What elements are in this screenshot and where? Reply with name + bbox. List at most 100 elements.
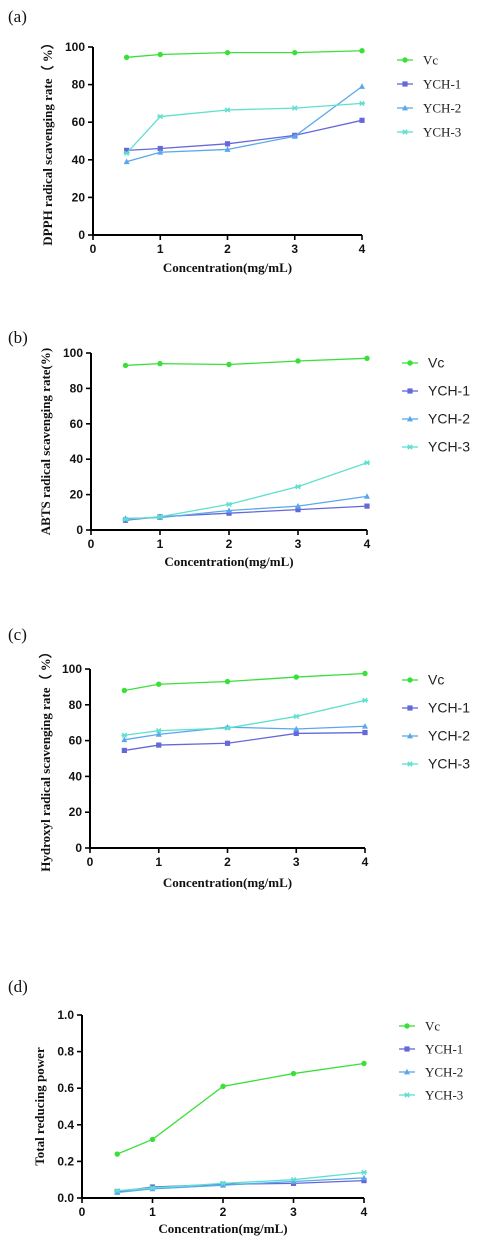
data-point-vc (220, 1083, 226, 1090)
x-tick-label: 0 (90, 242, 97, 256)
data-point-vc (123, 54, 130, 61)
data-point-ych-2 (123, 158, 130, 165)
chart-panel-a: (a) 0 20 40 60 80 100 0 1 2 3 4 Concentration(mg/mL)… (8, 7, 461, 275)
legend-label: YCH-3 (425, 1088, 463, 1103)
x-tick-label: 4 (359, 242, 366, 256)
legend-marker (404, 1068, 410, 1075)
panel-label: (a) (8, 7, 27, 26)
x-axis-title: Concentration(mg/mL) (163, 875, 292, 890)
legend-marker (404, 1023, 410, 1029)
data-point-ych-1 (121, 747, 127, 754)
x-tick-label: 3 (290, 1205, 297, 1219)
y-tick-label: 40 (69, 769, 83, 783)
y-axis-title: DPPH radical scavenging rate（ %） (40, 36, 55, 245)
chart-panel-b: (b) 0 20 40 60 80 100 0 1 2 3 4 Concentration(mg/mL)… (8, 328, 470, 569)
data-point-ych-2 (295, 502, 301, 509)
data-point-ych-2 (226, 507, 232, 513)
data-point-ych-2 (359, 83, 365, 89)
legend-label: YCH-1 (428, 383, 470, 399)
x-tick-label: 0 (88, 537, 95, 551)
x-tick-label: 1 (149, 1205, 156, 1219)
data-point-vc (364, 355, 370, 362)
x-tick-label: 2 (224, 242, 231, 256)
y-tick-label: 0.0 (57, 1191, 74, 1205)
x-tick-label: 0 (87, 855, 94, 869)
y-tick-label: 60 (70, 417, 84, 431)
data-point-ych-2 (364, 493, 370, 499)
y-axis-title: Total reducing power (32, 1047, 47, 1166)
data-point-ych-1 (364, 503, 370, 509)
data-point-ych-3 (290, 1177, 297, 1183)
y-tick-label: 40 (72, 153, 86, 167)
data-point-ych-3 (122, 516, 129, 523)
y-tick-label: 100 (62, 662, 82, 676)
legend-label: Vc (423, 53, 438, 68)
data-point-ych-3 (155, 728, 162, 734)
x-tick-label: 2 (226, 537, 233, 551)
legend: Vc YCH-1 YCH-2 YCH-3 (402, 672, 470, 772)
legend-marker (402, 57, 408, 63)
data-point-ych-2 (114, 1189, 121, 1195)
data-point-ych-3 (359, 100, 365, 107)
x-axis-title: Concentration(mg/mL) (164, 554, 293, 569)
x-tick-label: 0 (79, 1205, 86, 1219)
data-point-ych-3 (121, 732, 128, 738)
data-point-vc (114, 1151, 120, 1157)
data-point-ych-3 (224, 725, 231, 731)
x-tick-label: 4 (362, 855, 369, 869)
data-point-ych-2 (155, 731, 162, 737)
data-point-ych-2 (220, 1181, 226, 1188)
data-point-ych-1 (224, 141, 231, 147)
x-tick-label: 1 (157, 242, 164, 256)
y-tick-label: 60 (69, 734, 83, 748)
data-point-ych-2 (293, 725, 300, 732)
x-axis-title: Concentration(mg/mL) (158, 1221, 287, 1236)
legend: Vc YCH-1 YCH-2 YCH-3 (402, 355, 470, 455)
y-tick-label: 0.6 (57, 1081, 74, 1095)
y-tick-label: 20 (70, 488, 84, 502)
y-tick-label: 0.4 (57, 1118, 74, 1132)
data-point-vc (293, 674, 299, 680)
x-tick-label: 3 (293, 855, 300, 869)
legend-marker (407, 415, 413, 422)
legend-marker (407, 732, 413, 739)
legend-label: YCH-3 (423, 125, 461, 140)
x-axis-title: Concentration(mg/mL) (163, 260, 292, 275)
y-tick-label: 0.2 (57, 1154, 74, 1168)
legend-marker (407, 677, 413, 683)
x-tick-label: 1 (157, 537, 164, 551)
data-point-ych-2 (361, 1174, 367, 1181)
data-point-vc (224, 678, 231, 685)
data-point-ych-2 (290, 1178, 297, 1184)
data-point-vc (121, 687, 128, 694)
legend: Vc YCH-1 YCH-2 YCH-3 (397, 53, 461, 140)
y-tick-label: 80 (72, 78, 86, 92)
chart-panel-d: (d) 0.0 0.2 0.4 0.6 0.8 1.0 0 1 2 3 4 Concentration(… (8, 977, 463, 1236)
data-point-ych-3 (114, 1187, 121, 1194)
data-point-ych-2 (224, 146, 231, 152)
data-point-ych-3 (220, 1180, 226, 1187)
data-point-vc (292, 49, 298, 56)
data-point-ych-2 (362, 723, 368, 729)
data-point-ych-3 (123, 150, 130, 156)
data-point-ych-1 (124, 147, 130, 153)
legend-marker (402, 81, 408, 87)
series-line-ych-3 (125, 462, 368, 521)
legend-marker (407, 761, 413, 767)
legend-marker (407, 705, 413, 711)
data-point-vc (157, 51, 163, 58)
data-point-ych-3 (362, 697, 368, 704)
data-point-ych-3 (291, 105, 298, 111)
data-point-ych-1 (157, 145, 163, 152)
x-tick-label: 1 (155, 855, 162, 869)
y-tick-label: 60 (72, 115, 86, 129)
legend-label: YCH-2 (428, 411, 470, 427)
y-axis-title: ABTS radical scavenging rate(%) (38, 348, 53, 535)
data-point-vc (156, 681, 162, 687)
data-point-vc (359, 48, 365, 54)
legend-label: YCH-3 (428, 439, 470, 455)
legend-marker (402, 129, 408, 135)
data-point-vc (361, 1060, 367, 1067)
data-point-ych-1 (359, 117, 365, 123)
legend-label: YCH-2 (425, 1065, 463, 1080)
